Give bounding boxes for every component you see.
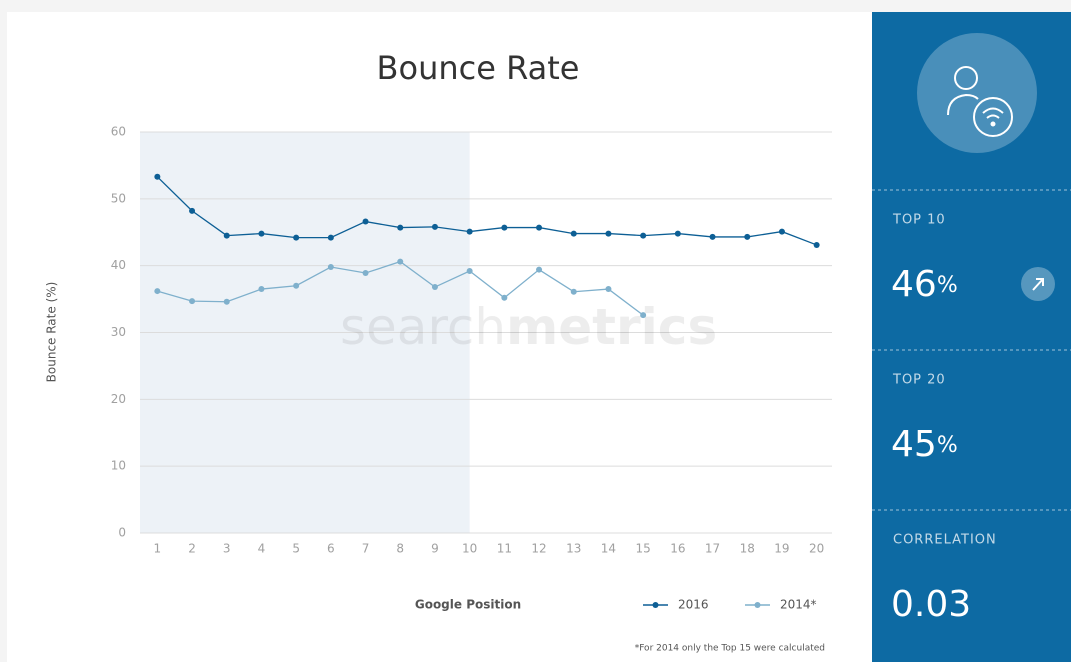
watermark-part: search (340, 298, 506, 356)
stat-value: 0.03 (891, 584, 971, 625)
data-point (536, 266, 543, 273)
data-point (813, 241, 820, 248)
y-tick-label: 40 (111, 258, 126, 272)
y-tick-label: 0 (118, 526, 126, 540)
data-point (327, 264, 334, 271)
data-point (189, 207, 196, 214)
data-point (744, 233, 751, 240)
x-tick-label: 20 (809, 542, 824, 556)
legend-label: 2016 (678, 598, 709, 612)
stat-value: 46% (891, 264, 958, 305)
chart-title: Bounce Rate (377, 49, 580, 87)
data-point (536, 224, 543, 231)
data-point (431, 223, 438, 230)
x-tick-label: 9 (431, 542, 439, 556)
y-tick-label: 60 (111, 125, 126, 139)
data-point (466, 268, 473, 275)
x-tick-label: 16 (670, 542, 685, 556)
data-point (362, 270, 369, 277)
legend-dot (652, 602, 659, 608)
x-tick-label: 14 (601, 542, 616, 556)
data-point (778, 228, 785, 235)
y-axis-label: Bounce Rate (%) (45, 282, 59, 383)
data-point (640, 232, 647, 239)
x-tick-label: 13 (566, 542, 581, 556)
stat-number: 46 (891, 264, 937, 305)
stat-label: TOP 20 (892, 373, 946, 388)
stat-unit: % (937, 433, 958, 458)
stat-number: 45 (891, 424, 937, 465)
x-tick-label: 17 (705, 542, 720, 556)
x-tick-label: 6 (327, 542, 335, 556)
stat-label: TOP 10 (892, 213, 946, 228)
data-point (223, 298, 230, 305)
watermark: searchmetrics (340, 298, 717, 356)
data-point (709, 233, 716, 240)
data-point (501, 294, 508, 301)
data-point (605, 230, 612, 237)
legend-label: 2014* (780, 598, 817, 612)
data-point (605, 286, 612, 293)
stat-value: 45% (891, 424, 958, 465)
x-tick-label: 7 (362, 542, 370, 556)
data-point (258, 230, 265, 237)
data-point (293, 282, 300, 289)
data-point (466, 228, 473, 235)
data-point (223, 232, 230, 239)
data-point (154, 173, 161, 180)
stat-unit: % (937, 273, 958, 298)
x-axis-label: Google Position (415, 598, 521, 612)
x-tick-label: 5 (292, 542, 300, 556)
data-point (640, 312, 647, 319)
legend-dot (754, 602, 761, 608)
data-point (189, 298, 196, 305)
x-tick-label: 18 (740, 542, 755, 556)
stat-label: CORRELATION (893, 533, 997, 548)
x-tick-label: 11 (497, 542, 512, 556)
x-tick-label: 15 (636, 542, 651, 556)
arrow-icon (1032, 278, 1044, 291)
data-point (397, 224, 404, 231)
x-tick-label: 1 (154, 542, 162, 556)
x-tick-label: 2 (188, 542, 196, 556)
x-tick-label: 19 (774, 542, 789, 556)
data-point (397, 258, 404, 265)
data-point (258, 286, 265, 293)
series-line (156, 176, 817, 246)
y-tick-label: 50 (111, 191, 126, 205)
data-point (293, 234, 300, 241)
data-point (570, 288, 577, 295)
data-point (570, 230, 577, 237)
side-panel (872, 12, 1071, 662)
x-tick-label: 8 (396, 542, 404, 556)
x-tick-label: 4 (258, 542, 266, 556)
x-tick-label: 10 (462, 542, 477, 556)
y-tick-label: 30 (111, 325, 126, 339)
data-point (501, 224, 508, 231)
x-tick-label: 12 (531, 542, 546, 556)
data-point (154, 288, 161, 295)
icon (947, 66, 1013, 137)
y-tick-label: 10 (111, 459, 126, 473)
data-point (327, 234, 334, 241)
x-tick-label: 3 (223, 542, 231, 556)
stat-number: 0.03 (891, 584, 971, 625)
watermark-part: metrics (506, 298, 717, 356)
data-point (431, 284, 438, 291)
y-tick-label: 20 (111, 392, 126, 406)
data-point (362, 218, 369, 225)
data-point (674, 230, 681, 237)
icon-circle (917, 33, 1037, 153)
footnote: *For 2014 only the Top 15 were calculate… (635, 644, 825, 654)
